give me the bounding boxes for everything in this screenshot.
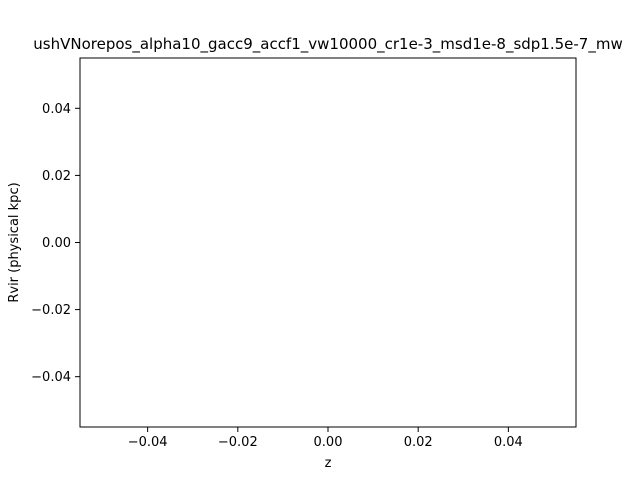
x-tick-label: 0.04: [494, 435, 523, 450]
chart-title: ushVNorepos_alpha10_gacc9_accf1_vw10000_…: [33, 35, 622, 54]
y-tick-label: −0.04: [31, 370, 71, 385]
y-axis-label: Rvir (physical kpc): [7, 182, 22, 302]
y-tick-label: 0.02: [42, 169, 71, 184]
y-tick-label: −0.02: [31, 303, 71, 318]
x-tick-label: −0.02: [218, 435, 258, 450]
x-axis-ticks: −0.04 −0.02 0.00 0.02 0.04: [128, 427, 523, 450]
x-tick-label: 0.00: [314, 435, 343, 450]
x-tick-label: 0.02: [404, 435, 433, 450]
y-axis-ticks: −0.04 −0.02 0.00 0.02 0.04: [31, 102, 80, 385]
plot-area-frame: [79, 57, 577, 428]
y-tick-label: 0.00: [42, 236, 71, 251]
y-tick-label: 0.04: [42, 102, 71, 117]
x-tick-label: −0.04: [128, 435, 168, 450]
x-axis-label: z: [325, 456, 332, 471]
